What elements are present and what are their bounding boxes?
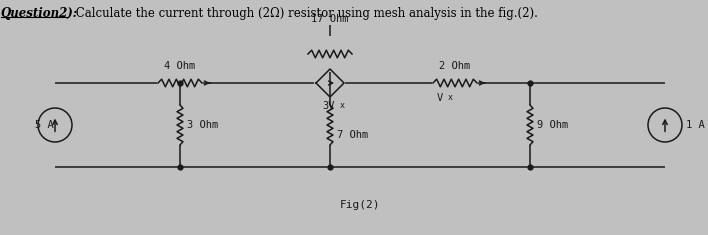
Text: 4 Ohm: 4 Ohm — [164, 61, 195, 71]
Text: 7 Ohm: 7 Ohm — [337, 130, 368, 140]
Text: 9 Ohm: 9 Ohm — [537, 120, 569, 130]
Text: x: x — [448, 93, 453, 102]
Text: 3V: 3V — [323, 101, 336, 111]
Text: 2 Ohm: 2 Ohm — [440, 61, 471, 71]
Text: 5 A: 5 A — [35, 120, 54, 130]
Text: Calculate the current through (2Ω) resistor using mesh analysis in the fig.(2).: Calculate the current through (2Ω) resis… — [72, 7, 538, 20]
Text: 17 Ohm: 17 Ohm — [312, 14, 349, 24]
Text: x: x — [340, 101, 345, 110]
Text: V: V — [437, 93, 443, 103]
Text: Fig(2): Fig(2) — [340, 200, 380, 210]
Text: 3 Ohm: 3 Ohm — [187, 120, 218, 130]
Text: Question2):: Question2): — [0, 7, 77, 20]
Text: 1 A: 1 A — [686, 120, 704, 130]
